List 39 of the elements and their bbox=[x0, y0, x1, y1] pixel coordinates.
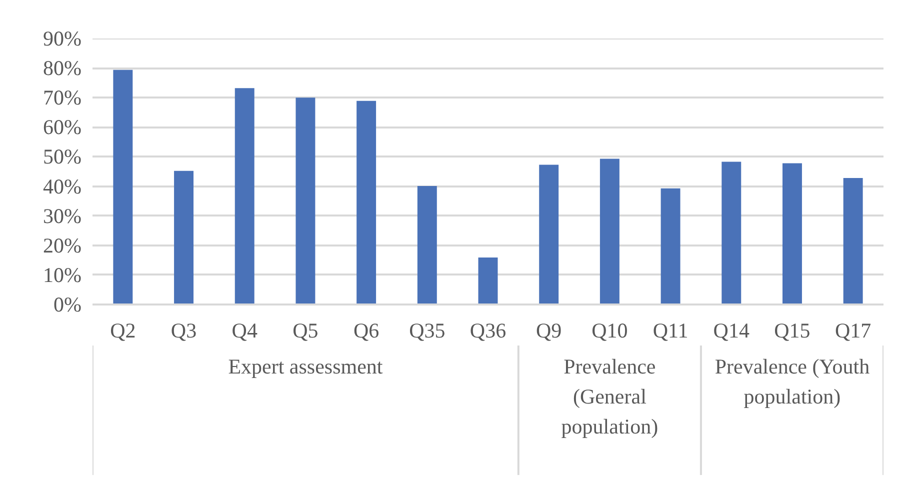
x-tick-label: Q3 bbox=[170, 318, 197, 342]
x-tick-label: Q5 bbox=[292, 318, 318, 342]
bar bbox=[539, 164, 559, 304]
x-tick-label: Q15 bbox=[774, 318, 810, 342]
y-tick-label: 20% bbox=[43, 233, 82, 258]
y-tick-label: 30% bbox=[43, 204, 82, 228]
bar bbox=[417, 186, 437, 304]
y-tick-label: 10% bbox=[43, 262, 82, 287]
x-tick-label: Q17 bbox=[834, 318, 872, 342]
x-tick-label: Q9 bbox=[536, 318, 562, 342]
y-tick-label: 50% bbox=[43, 144, 82, 169]
y-tick-label: 90% bbox=[43, 26, 82, 50]
text: Prevalence (General population) bbox=[561, 354, 658, 439]
x-tick-label: Q2 bbox=[110, 318, 136, 342]
bar bbox=[356, 100, 376, 304]
bar bbox=[113, 70, 133, 304]
y-tick-label: 0% bbox=[54, 292, 82, 316]
bar bbox=[174, 170, 194, 304]
y-tick-label: 40% bbox=[43, 174, 82, 198]
bar bbox=[660, 188, 680, 304]
x-tick-label: Q35 bbox=[409, 318, 446, 342]
bar bbox=[600, 158, 620, 304]
x-tick-label: Q10 bbox=[592, 318, 628, 342]
y-tick-label: 60% bbox=[43, 115, 82, 140]
bar bbox=[478, 258, 498, 304]
bar bbox=[722, 162, 742, 304]
x-tick-label: Q4 bbox=[232, 318, 258, 342]
text: Prevalence (Youth population) bbox=[714, 354, 870, 409]
bar bbox=[782, 163, 802, 304]
x-tick-label: Q6 bbox=[353, 318, 380, 342]
text: Expert assessment bbox=[228, 354, 383, 379]
bar bbox=[234, 88, 254, 304]
bar bbox=[296, 98, 316, 304]
x-tick-label: Q14 bbox=[713, 318, 750, 342]
x-tick-label: Q11 bbox=[652, 318, 688, 342]
y-tick-label: 70% bbox=[43, 86, 82, 110]
bar bbox=[843, 178, 863, 304]
y-tick-label: 80% bbox=[43, 56, 82, 80]
x-tick-label: Q36 bbox=[470, 318, 506, 342]
